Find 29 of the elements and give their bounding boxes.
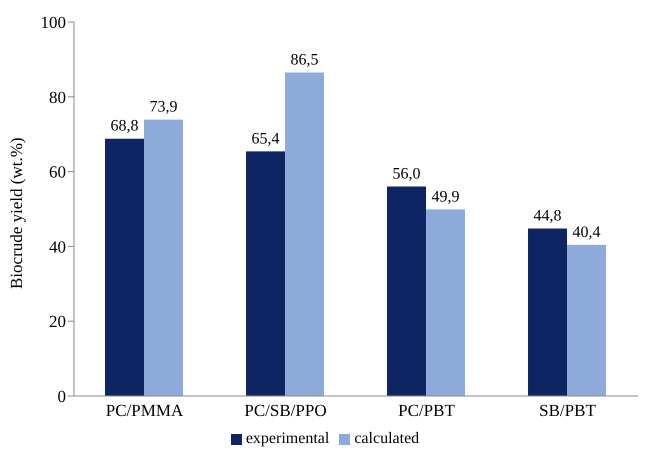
data-label: 56,0 bbox=[392, 166, 421, 183]
bar bbox=[426, 209, 466, 396]
data-label: 65,4 bbox=[252, 130, 280, 148]
bar bbox=[105, 138, 144, 396]
data-label: 86,5 bbox=[290, 51, 319, 68]
x-tick-label: PC/PMMA bbox=[106, 401, 184, 420]
bar bbox=[528, 228, 568, 396]
y-tick-label: 60 bbox=[49, 162, 66, 182]
data-label: 68,8 bbox=[110, 118, 139, 135]
x-tick-label: PC/PBT bbox=[398, 401, 456, 420]
bar bbox=[567, 244, 606, 396]
bar bbox=[285, 72, 324, 396]
legend-label: calculated bbox=[354, 430, 420, 447]
data-label: 49,9 bbox=[432, 188, 460, 206]
bar bbox=[144, 120, 184, 396]
x-tick-label: SB/PBT bbox=[539, 401, 596, 420]
y-tick-label: 100 bbox=[40, 13, 66, 32]
x-tick-label: PC/SB/PPO bbox=[244, 401, 327, 420]
y-tick-label: 80 bbox=[49, 88, 66, 107]
y-tick-label: 20 bbox=[49, 312, 66, 332]
y-axis-title: Biocrude yield (wt.%) bbox=[7, 137, 26, 289]
y-tick-label: 40 bbox=[49, 237, 66, 256]
data-label: 40,4 bbox=[572, 224, 601, 241]
bar bbox=[246, 151, 286, 396]
y-tick-label: 0 bbox=[58, 387, 66, 406]
legend-label: experimental bbox=[246, 430, 330, 447]
bar bbox=[387, 186, 426, 396]
data-label: 73,9 bbox=[150, 98, 178, 116]
data-label: 44,8 bbox=[534, 207, 562, 224]
